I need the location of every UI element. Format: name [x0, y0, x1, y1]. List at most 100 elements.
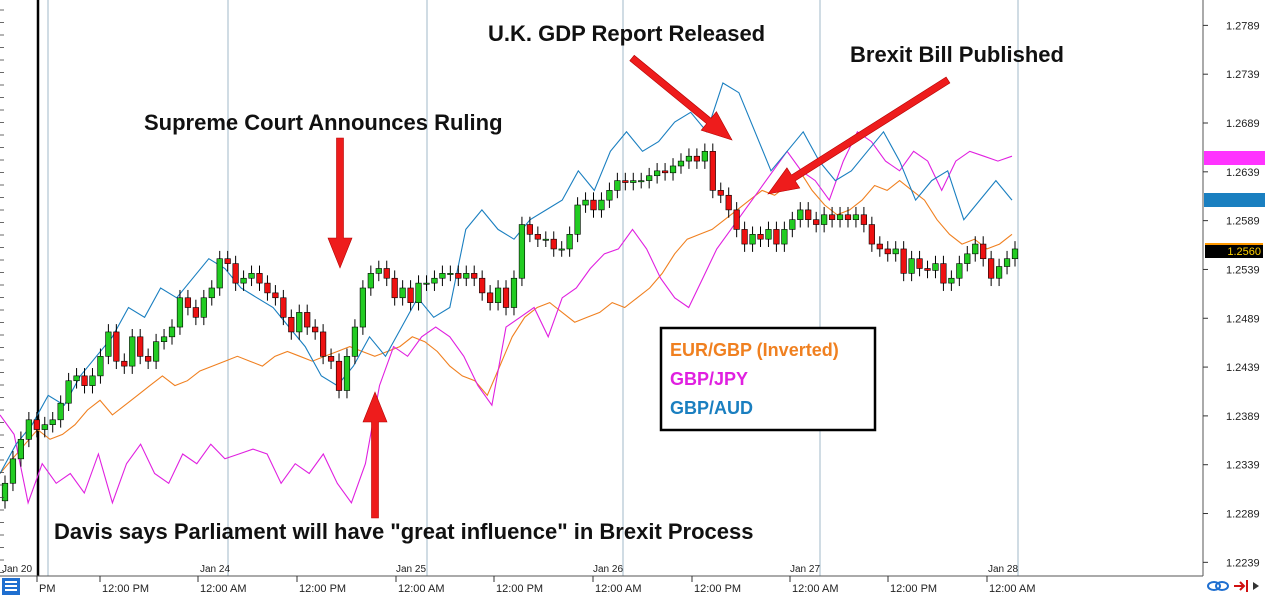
candle-body [725, 194, 732, 211]
candle-body [224, 258, 231, 264]
candle-body [9, 458, 17, 484]
candle-body [121, 360, 128, 367]
arrow-davis [362, 391, 388, 519]
x-time-label: 12:00 PM [890, 583, 937, 595]
candle-body [940, 263, 947, 284]
candle-body [113, 331, 120, 362]
link-icon[interactable] [1207, 581, 1229, 591]
candle-body [184, 297, 192, 308]
candle-body [439, 273, 446, 279]
candle-body [33, 419, 40, 430]
candle-body [701, 151, 708, 162]
candle-body [17, 439, 25, 460]
candle-body [105, 331, 112, 357]
x-date-label: Jan 28 [988, 564, 1018, 575]
candle-body [351, 326, 359, 357]
candle-body [280, 297, 287, 318]
series-line-gbp-aud [0, 82, 1013, 474]
arrow-brexit-bill [767, 76, 951, 195]
candle-body [41, 424, 48, 430]
candle-body [312, 326, 319, 333]
candle-body [741, 229, 748, 245]
candle-body [582, 199, 589, 206]
candle-body [844, 214, 852, 220]
candle-body [518, 224, 526, 279]
y-tick-label: 1.2339 [1226, 460, 1260, 472]
candle-body [248, 273, 255, 279]
candle-body [304, 312, 311, 328]
candle-body [479, 277, 486, 294]
candle-body [574, 204, 581, 235]
candle-body [948, 277, 955, 284]
candle-body [685, 155, 693, 162]
y-tick-label: 1.2689 [1226, 118, 1260, 130]
candle-body [494, 287, 502, 303]
candle-body [860, 214, 867, 225]
candle-body [908, 258, 915, 274]
arrow-uk-gdp [629, 54, 733, 141]
series-price-tag [1204, 151, 1265, 165]
candle-body [97, 356, 104, 377]
candle-body [160, 336, 168, 342]
candle-body [1003, 258, 1011, 267]
candle-body [646, 175, 653, 181]
chart-list-icon[interactable] [2, 578, 20, 595]
candle-body [852, 214, 860, 220]
candle-body [1011, 248, 1019, 260]
candle-body [821, 214, 828, 225]
candle-body [995, 266, 1003, 279]
candle-body [216, 258, 223, 289]
x-time-label: 12:00 AM [398, 583, 444, 595]
candle-body [749, 234, 756, 245]
candle-body [383, 268, 390, 279]
y-tick-label: 1.2439 [1226, 362, 1260, 374]
jump-to-end-icon[interactable] [1234, 580, 1248, 592]
candle-body [669, 165, 677, 174]
candle-body [630, 180, 637, 183]
candle-body [876, 243, 883, 250]
candle-body [232, 263, 239, 284]
x-time-label: 12:00 PM [694, 583, 741, 595]
series-line-gbp-jpy [0, 130, 1013, 505]
candle-body [471, 273, 478, 279]
candle-body [534, 234, 541, 240]
candle-body [566, 234, 573, 250]
candle-body [407, 287, 414, 303]
candle-body [884, 248, 891, 255]
candle-body [773, 229, 780, 245]
x-date-label: Jan 24 [200, 564, 230, 575]
candle-body [980, 243, 987, 260]
candle-body [137, 336, 144, 357]
y-tick-label: 1.2789 [1226, 20, 1260, 32]
candle-body [916, 258, 923, 269]
candle-body [423, 282, 430, 285]
candle-body [717, 190, 724, 196]
series-line-eur-gbp-inverted- [0, 169, 1013, 474]
candle-body [359, 287, 366, 328]
candle-body [391, 277, 398, 299]
price-axis [1203, 0, 1265, 576]
candle-body [327, 356, 335, 362]
candle-body [661, 170, 669, 174]
x-date-label: Jan 26 [593, 564, 623, 575]
candle-body [709, 151, 716, 191]
x-time-label: 12:00 PM [496, 583, 543, 595]
x-date-label: Jan 27 [790, 564, 820, 575]
candle-body [828, 214, 836, 220]
candle-body [343, 356, 351, 391]
candle-body [415, 282, 422, 303]
legend-box [659, 326, 877, 432]
candle-body [375, 268, 382, 274]
candle-body [176, 297, 184, 328]
candle-body [733, 209, 740, 230]
menu-icon[interactable] [1253, 582, 1259, 590]
candle-body [550, 238, 557, 250]
candle-body [526, 224, 533, 235]
candle-body [288, 316, 295, 333]
candle-body [693, 155, 700, 162]
x-time-label: PM [39, 583, 56, 595]
candle-body [654, 170, 661, 177]
candle-body [972, 243, 979, 255]
